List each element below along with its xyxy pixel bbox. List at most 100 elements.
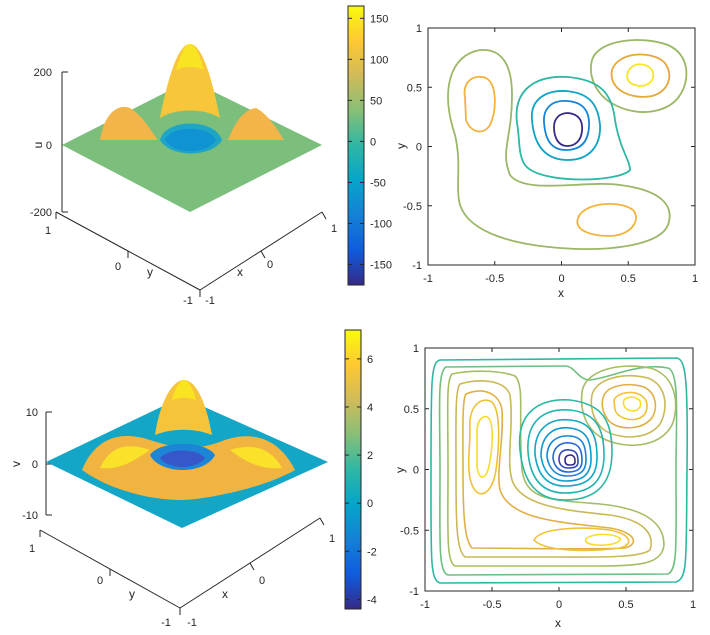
colorbar-v-tick-label: 4: [367, 402, 373, 414]
contour-u-ytick-label: -0.5: [403, 201, 422, 213]
contour-u-line-c3: [543, 100, 590, 151]
contour-v-xtick-label: -1: [420, 599, 430, 611]
contour-v-ytick-label: 1: [413, 343, 419, 355]
contour-v-line-c2: [527, 409, 605, 494]
surface-v-xtick-0: 1: [329, 533, 335, 545]
surface-u-right-hill: [228, 108, 284, 140]
contour-v-ytick-label: -1: [409, 586, 419, 598]
contour-u-ytick-label: 1: [416, 23, 422, 35]
contour-u-line-outer: [447, 49, 671, 250]
contour-u-frame: [427, 27, 696, 266]
surface-u-ylabel: y: [147, 265, 153, 279]
surface-v-zlabel: v: [9, 461, 23, 467]
surface-v-ytick-2: -1: [161, 617, 171, 629]
colorbar-u-tick-label: -150: [370, 259, 392, 271]
contour-u-xlabel: x: [558, 286, 564, 300]
colorbar-v-tick-label: 0: [367, 498, 373, 510]
colorbar-v-tick-label: -2: [367, 546, 377, 558]
colorbar-v-bar: [344, 329, 362, 610]
contour-v-line-tr-2: [590, 374, 666, 438]
contour-v-line-c3: [534, 418, 598, 487]
contour-v-line-c6: [552, 442, 583, 473]
contour-u-line-bottom: [576, 203, 637, 237]
contour-v-line-r4: [455, 380, 652, 558]
colorbar-u: 150 100 50 0 -50 -100 -150: [347, 5, 392, 286]
contour-u-xtick-label: 0: [558, 273, 564, 285]
colorbar-v-tick-label: -4: [367, 594, 377, 606]
contour-v-xlabel: x: [555, 616, 561, 630]
surface-v-ztick-0: 10: [26, 407, 38, 419]
surface-u-ztick-2: -200: [30, 207, 52, 219]
contour-v-ylabel: y: [393, 467, 407, 473]
contour-v-line-left-1: [467, 399, 500, 495]
contour-u-line-c1: [515, 76, 631, 181]
contour-v-xtick-label: -0.5: [483, 599, 502, 611]
contour-v-xtick-label: 1: [690, 599, 696, 611]
contour-u-line-tr-inner: [626, 63, 655, 87]
surface-v-xlabel: x: [222, 587, 228, 601]
contour-v-line-bottom-1: [533, 527, 630, 552]
contour-v-line-tr-4: [613, 391, 648, 421]
colorbar-v-tick-label: 2: [367, 450, 373, 462]
contour-u-line-c4: [553, 112, 584, 147]
contour-v-plot: -1 -0.5 0 0.5 1 1 0.5 0 -0.5 -1 x y: [393, 343, 696, 630]
colorbar-v: 6 4 2 0 -2 -4: [344, 329, 377, 610]
contour-u-line-left: [463, 76, 496, 133]
surface-u-ytick-0: 1: [45, 225, 51, 237]
surface-v-ztick-2: -10: [22, 510, 38, 522]
surface-v-ytick-0: 1: [29, 543, 35, 555]
contour-v-line-r1: [430, 357, 689, 584]
surface-v-ztick-1: 0: [32, 459, 38, 471]
contour-u-ytick-label: -1: [412, 260, 422, 272]
contour-u-plot: -1 -0.5 0 0.5 1 1 0.5 0 -0.5 -1 x y: [394, 23, 698, 300]
contour-u-ylabel: y: [394, 143, 408, 149]
surface-u-xtick-1: 0: [267, 259, 273, 271]
colorbar-u-tick-label: -100: [370, 218, 392, 230]
surface-u-ytick-2: -1: [183, 295, 193, 307]
surface-u-xlabel: x: [237, 265, 243, 279]
contour-v-line-c1: [518, 399, 613, 501]
surface-v-xtick-2: -1: [187, 617, 197, 629]
contour-v-line-c8: [564, 454, 576, 466]
contour-u-ytick-label: 0: [416, 142, 422, 154]
colorbar-u-tick-label: 0: [370, 136, 376, 148]
contour-u-ytick-label: 0.5: [407, 82, 422, 94]
contour-v-line-bottom-2: [584, 533, 621, 546]
surface-u-zlabel: u: [31, 142, 45, 149]
surface-v-peak: [155, 380, 212, 435]
contour-u-xtick-label: 1: [692, 273, 698, 285]
contour-v-ytick-label: 0.5: [404, 404, 419, 416]
colorbar-u-tick-label: 100: [370, 54, 388, 66]
surface-u-plot: 200 0 -200 u 1 0 -1 y 1 0 -1 x: [30, 44, 337, 307]
contour-v-line-tr-5: [622, 396, 642, 412]
contour-v-line-r2: [438, 365, 678, 576]
surface-u-xtick-0: 1: [331, 223, 337, 235]
contour-v-ytick-label: 0: [413, 465, 419, 477]
surface-u-xtick-2: -1: [205, 295, 215, 307]
contour-u-line-c2: [531, 90, 601, 161]
surface-v-plot: 10 0 -10 v 1 0 -1 y 1 0 -1 x: [9, 380, 335, 629]
contour-v-line-r3: [446, 370, 665, 567]
contour-v-ytick-label: -0.5: [400, 525, 419, 537]
contour-v-line-c4: [540, 426, 592, 482]
surface-v-ytick-1: 0: [97, 575, 103, 587]
surface-u-left-hill: [100, 106, 158, 140]
surface-u-ytick-1: 0: [115, 261, 121, 273]
surface-v-xtick-1: 0: [259, 575, 265, 587]
colorbar-u-bar: [347, 5, 365, 286]
colorbar-v-tick-label: 6: [367, 354, 373, 366]
colorbar-u-tick-label: -50: [370, 177, 386, 189]
contour-u-xtick-label: -1: [423, 273, 433, 285]
contour-v-line-c5: [546, 435, 587, 477]
contour-u-xtick-label: -0.5: [485, 273, 504, 285]
surface-u-ztick-1: 0: [46, 140, 52, 152]
contour-v-xtick-label: 0: [556, 599, 562, 611]
contour-v-line-tr-3: [601, 383, 657, 429]
contour-v-line-r5: [462, 390, 635, 550]
contour-v-line-c7: [558, 449, 579, 469]
colorbar-u-tick-label: 50: [370, 95, 382, 107]
contour-v-line-left-2: [476, 415, 493, 478]
colorbar-u-tick-label: 150: [370, 13, 388, 25]
contour-u-xtick-label: 0.5: [621, 273, 636, 285]
